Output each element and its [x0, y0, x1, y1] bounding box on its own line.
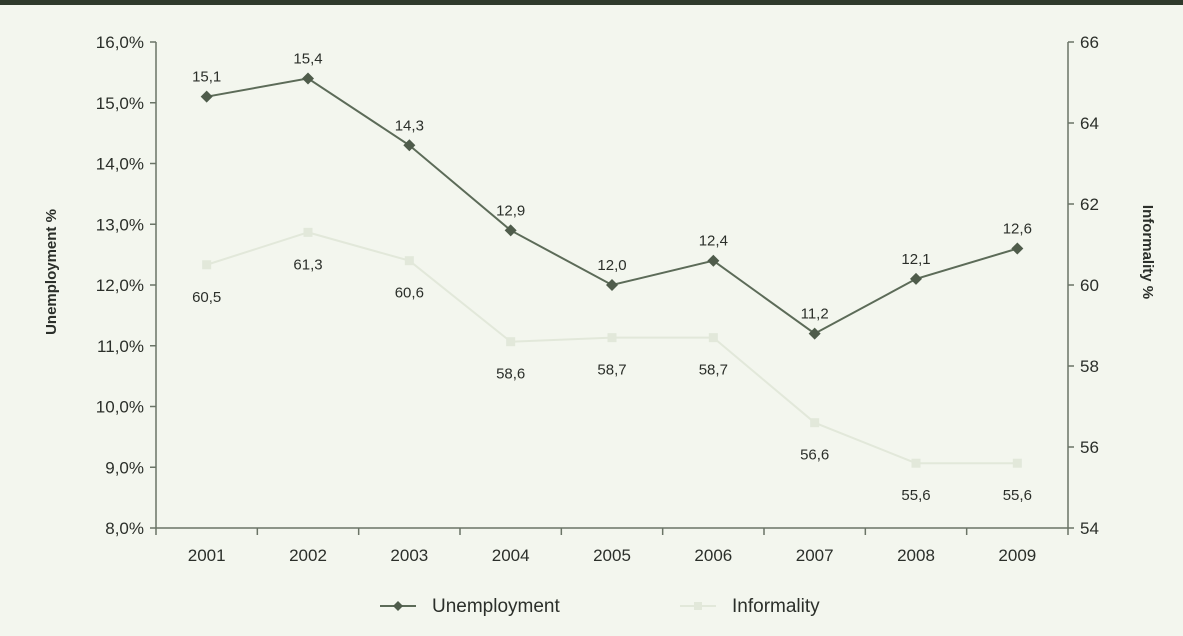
informality-data-label: 56,6	[800, 447, 829, 464]
informality-data-label: 58,7	[597, 362, 626, 379]
left-axis-ticks: 8,0% 9,0% 10,0% 11,0% 12,0% 13,0% 14,0% 15,0% 16…	[96, 33, 156, 538]
unemployment-point	[200, 90, 213, 103]
legend-unemployment-label: Unemployment	[432, 596, 560, 617]
left-axis-title: Unemployment %	[43, 209, 60, 335]
unemployment-point	[302, 72, 314, 85]
unemployment-data-label: 12,9	[496, 202, 525, 219]
unemployment-data-label: 12,6	[1003, 221, 1032, 238]
x-tick-label: 2002	[289, 546, 327, 565]
legend-informality-marker	[694, 602, 702, 610]
right-tick-label: 60	[1080, 276, 1099, 295]
legend-unemployment-marker	[393, 601, 403, 611]
right-tick-label: 54	[1080, 519, 1099, 538]
x-tick-label: 2004	[492, 546, 530, 565]
x-tick-label: 2003	[390, 546, 428, 565]
unemployment-point	[606, 279, 618, 291]
unemployment-data-label: 15,1	[192, 69, 221, 86]
informality-point	[202, 260, 212, 270]
informality-point	[506, 337, 516, 347]
unemployment-data-label: 15,4	[293, 50, 322, 67]
unemployment-point	[808, 327, 821, 340]
unemployment-data-label: 12,0	[597, 257, 626, 274]
x-tick-label: 2009	[998, 546, 1036, 565]
x-tick-label: 2008	[897, 546, 935, 565]
x-tick-label: 2001	[188, 546, 226, 565]
legend-informality-label: Informality	[732, 596, 820, 617]
informality-point	[607, 333, 617, 343]
left-tick-label: 13,0%	[96, 215, 144, 234]
informality-data-label: 58,7	[699, 362, 728, 379]
data-label-layer: 15,1 15,4 14,3 12,9 12,0 12,4 11,2 12,1 12,6 60,5…	[192, 50, 1032, 504]
left-tick-label: 12,0%	[96, 276, 144, 295]
unemployment-data-label: 12,1	[901, 251, 930, 268]
x-tick-label: 2007	[796, 546, 834, 565]
x-tick-label: 2005	[593, 546, 631, 565]
informality-data-label: 60,6	[395, 285, 424, 302]
right-axis-ticks: 54 56 58 60 62 64 66	[1068, 33, 1099, 538]
informality-point	[404, 256, 414, 266]
informality-point	[911, 458, 921, 468]
left-tick-label: 8,0%	[105, 519, 144, 538]
unemployment-point	[910, 272, 922, 285]
right-tick-label: 64	[1080, 114, 1099, 133]
left-tick-label: 10,0%	[96, 398, 144, 417]
left-tick-label: 9,0%	[105, 458, 144, 477]
informality-point	[810, 418, 820, 428]
unemployment-point	[1011, 242, 1024, 255]
right-tick-label: 56	[1080, 438, 1099, 457]
right-tick-label: 66	[1080, 33, 1099, 52]
unemployment-data-label: 14,3	[395, 117, 424, 134]
unemployment-data-label: 12,4	[699, 233, 728, 250]
legend: Unemployment Informality	[380, 596, 820, 617]
unemployment-data-label: 11,2	[801, 306, 829, 323]
informality-point	[1012, 458, 1022, 468]
informality-data-label: 60,5	[192, 289, 221, 306]
x-tick-label: 2006	[694, 546, 732, 565]
left-tick-label: 15,0%	[96, 94, 144, 113]
series-layer	[200, 72, 1024, 468]
unemployment-point	[403, 139, 416, 152]
informality-data-label: 55,6	[1003, 487, 1032, 504]
x-axis-ticks: 2001 2002 2003 2004 2005 2006 2007 2008 2009	[155, 528, 1069, 565]
left-tick-label: 11,0%	[97, 337, 144, 356]
informality-point	[708, 333, 718, 343]
unemployment-series-line	[206, 77, 1018, 335]
unemployment-point	[707, 254, 720, 267]
top-rule	[0, 0, 1183, 5]
left-tick-label: 14,0%	[96, 155, 144, 174]
right-tick-label: 62	[1080, 195, 1099, 214]
informality-data-label: 55,6	[901, 487, 930, 504]
informality-data-label: 61,3	[293, 256, 322, 273]
informality-point	[303, 227, 313, 237]
informality-data-label: 58,6	[496, 366, 525, 383]
left-tick-label: 16,0%	[96, 33, 144, 52]
right-tick-label: 58	[1080, 357, 1099, 376]
right-axis-title: Informality %	[1139, 205, 1156, 299]
unemployment-point	[504, 224, 517, 237]
